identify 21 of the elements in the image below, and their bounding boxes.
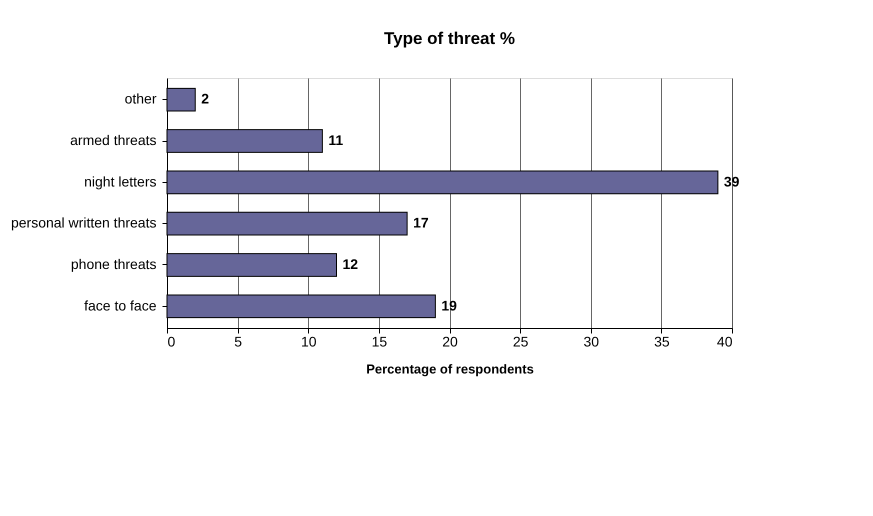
data-label: 11: [328, 132, 344, 148]
x-tick-label: 25: [512, 334, 529, 350]
x-tick-label: 35: [654, 334, 670, 350]
data-label: 2: [201, 90, 210, 107]
y-tick-label: personal written threats: [10, 214, 156, 231]
x-tick-label: 40: [716, 334, 733, 350]
x-tick-label: 15: [372, 334, 388, 350]
y-tick-label: phone threats: [70, 256, 156, 272]
x-tick-label: 0: [168, 334, 176, 350]
y-tick-label: other: [124, 90, 157, 107]
x-tick-label: 30: [583, 334, 600, 350]
x-axis-title: Percentage of respondents: [366, 362, 534, 376]
data-label: 17: [413, 214, 429, 231]
data-label: 12: [342, 256, 358, 272]
x-tick-label: 10: [300, 334, 317, 350]
y-tick-label: armed threats: [70, 132, 156, 148]
x-tick-label: 20: [442, 334, 458, 350]
x-tick-label: 5: [234, 334, 242, 350]
chart-title: Type of threat %: [384, 29, 515, 48]
y-tick-label: night letters: [84, 173, 156, 190]
y-tick-label: face to face: [84, 297, 157, 314]
